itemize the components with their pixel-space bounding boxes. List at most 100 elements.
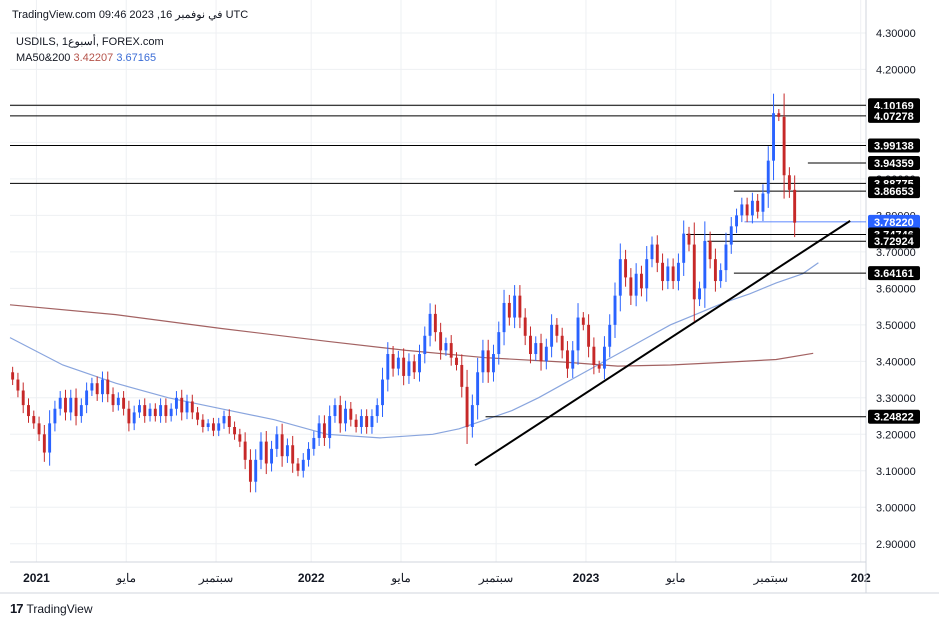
candle-body [465,386,469,427]
candle-body [560,335,564,351]
chart-header: TradingView.com 09:46 2023 ,16 في نوفمبر… [12,9,249,21]
candle-body [53,408,57,424]
candle-body [629,277,633,296]
candle-body [724,244,728,271]
candle-body [423,335,427,355]
candle-body [719,270,723,282]
candle-body [502,302,506,333]
y-tick-label: 3.70000 [876,247,916,259]
candle-body [455,357,458,365]
candle-body [248,459,252,482]
candle-body [777,113,781,117]
candle-body [370,416,374,427]
candle-body [138,405,141,413]
candle-body [233,427,237,435]
candle-body [470,405,474,427]
candle-body [682,233,686,263]
candle-body [745,204,749,216]
candle-body [201,419,205,427]
candle-body [307,448,310,460]
candle-body [460,364,464,387]
candle-body [270,448,274,464]
candle-body [793,189,797,223]
candle-body [69,397,73,413]
candle-body [761,193,765,212]
candle-body [787,175,791,190]
ma-legend[interactable]: MA50&200 3.42207 3.67165 [16,52,156,64]
candle-body [211,423,215,431]
candle-body [95,383,99,395]
candle-body [608,324,612,347]
x-tick-label: مايو [390,571,411,585]
candle-body [285,445,289,457]
candle-body [264,441,268,464]
x-tick-label: 2021 [23,571,50,585]
price-level-label: 3.72924 [874,236,915,248]
symbol-legend[interactable]: USDILS, 1أسبوع, FOREX.com [16,36,164,48]
candle-body [185,401,189,413]
price-level-label: 4.07278 [874,111,914,123]
y-tick-label: 3.20000 [876,429,916,441]
candle-body [772,113,775,161]
candle-body [116,397,120,406]
candle-body [164,405,168,417]
candle-body [74,397,78,417]
y-tick-label: 4.30000 [876,28,916,40]
candle-body [571,350,575,369]
candle-body [523,317,527,336]
candle-body [396,357,400,369]
price-level-label-bg [868,409,920,424]
candle-body [16,379,20,391]
candle-body [190,401,194,413]
x-tick-label: سبتمبر [753,571,788,585]
candle-body [79,405,83,417]
candle-body [127,408,131,424]
candle-body [381,379,384,406]
candle-body [661,262,665,282]
x-tick-label: مايو [665,571,686,585]
candle-body [328,416,332,438]
candle-body [132,412,136,424]
candle-body [180,397,184,413]
candle-body [296,463,300,471]
candle-body [37,423,41,435]
tradingview-logo-icon: 17 [10,601,24,616]
candle-body [645,259,649,289]
brand-name: TradingView [26,601,93,616]
candle-body [529,335,532,355]
price-level-label-bg [868,214,920,229]
candle-body [402,357,406,376]
candle-body [280,434,284,457]
candle-body [153,408,157,417]
candle-body [576,317,580,351]
candle-body [708,240,712,260]
candle-body [21,390,25,406]
candle-body [159,405,163,417]
y-tick-label: 3.60000 [876,283,916,295]
candle-body [312,437,316,449]
candle-body [476,372,480,406]
candle-body [592,346,596,365]
candle-body [449,343,453,358]
x-tick-label: 2023 [573,571,600,585]
candle-body [259,441,263,460]
candle-body [624,259,628,278]
candle-body [338,405,342,424]
candle-body [428,313,432,336]
y-tick-label: 3.00000 [876,502,916,514]
candle-body [713,259,717,282]
candle-body [359,416,363,427]
candle-body [301,459,305,471]
candle-body [618,259,622,296]
candle-body [497,332,501,355]
candle-body [729,226,733,245]
candle-body [550,324,554,347]
tradingview-brand[interactable]: 17 TradingView [10,601,93,616]
candle-body [602,346,606,369]
candle-body [507,302,511,318]
candle-body [148,408,152,417]
price-level-label: 3.99138 [874,141,914,153]
candle-body [391,354,395,369]
y-tick-label: 3.30000 [876,393,916,405]
